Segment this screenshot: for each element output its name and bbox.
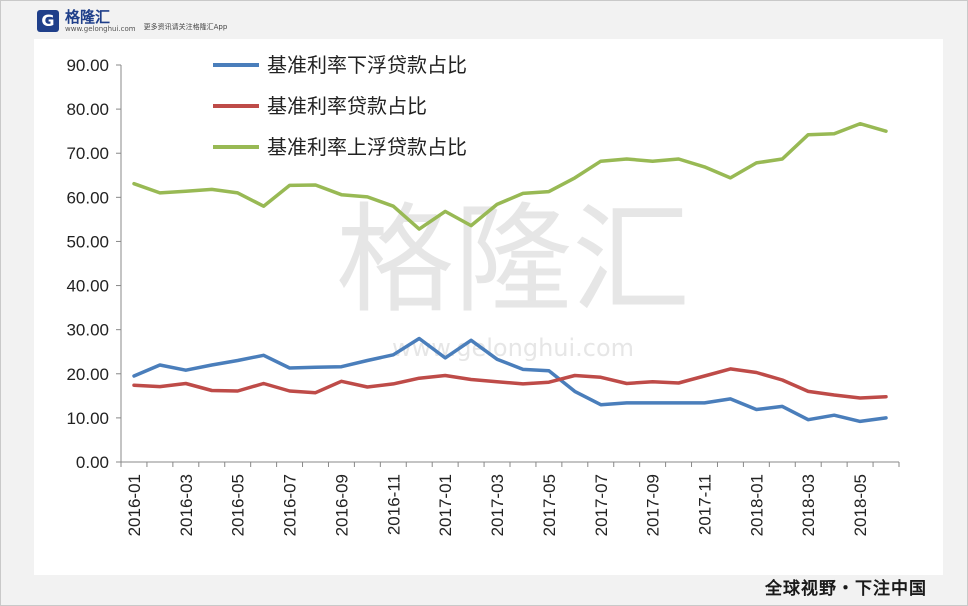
x-tick-label: 2016-03 (177, 474, 196, 536)
x-tick-label: 2016-05 (229, 474, 248, 536)
logo-slogan: 更多资讯请关注格隆汇App (143, 23, 228, 31)
footer-slogan: 全球视野・下注中国 (765, 579, 927, 599)
x-tick-labels: 2016-01 2016-03 2016-05 2016-07 2016-09 2016-… (125, 474, 870, 536)
y-tick-label: 90.00 (66, 56, 109, 75)
x-tick-label: 2018-03 (799, 474, 818, 536)
x-tick-label: 2017-07 (592, 474, 611, 536)
series-lines (132, 121, 888, 424)
y-tick-label: 30.00 (66, 321, 109, 340)
legend-label-2: 基准利率贷款占比 (267, 94, 427, 118)
series-line-1 (132, 336, 888, 424)
brand-logo: G 格隆汇 www.gelonghui.com 更多资讯请关注格隆汇App (37, 7, 227, 35)
y-tick-label: 40.00 (66, 277, 109, 296)
y-tick-label: 70.00 (66, 144, 109, 163)
x-tick-label: 2016-09 (332, 474, 351, 536)
x-tick-label: 2016-11 (384, 474, 403, 535)
y-tick-labels: 0.00 10.00 20.00 30.00 40.00 50.00 60.00 70.00 8… (66, 56, 109, 472)
watermark: 格隆汇 www.gelonghui.com (336, 191, 690, 362)
y-tick-label: 50.00 (66, 232, 109, 251)
x-tick-label: 2017-05 (540, 474, 559, 536)
logo-domain: www.gelonghui.com (65, 25, 136, 33)
x-tick-label: 2017-01 (436, 474, 455, 536)
x-tick-label: 2018-01 (747, 474, 766, 536)
logo-text: 格隆汇 www.gelonghui.com (65, 9, 136, 33)
logo-g-icon: G (37, 10, 59, 32)
watermark-text: 格隆汇 (336, 191, 690, 329)
plot-panel (34, 39, 943, 575)
series-line-3 (132, 121, 888, 231)
y-tick-label: 80.00 (66, 100, 109, 119)
y-tick-label: 60.00 (66, 188, 109, 207)
axes (116, 64, 900, 467)
x-tick-label: 2018-05 (851, 474, 870, 536)
series-line-2 (132, 367, 888, 400)
watermark-url: www.gelonghui.com (392, 334, 634, 362)
legend-label-3: 基准利率上浮贷款占比 (267, 135, 467, 159)
x-tick-label: 2017-09 (644, 474, 663, 536)
y-tick-label: 10.00 (66, 409, 109, 428)
y-tick-label: 20.00 (66, 365, 109, 384)
x-tick-label: 2017-11 (696, 474, 715, 535)
legend-label-1: 基准利率下浮贷款占比 (267, 53, 467, 77)
x-tick-label: 2016-01 (125, 474, 144, 536)
logo-name: 格隆汇 (65, 8, 111, 26)
y-tick-label: 0.00 (76, 453, 109, 472)
x-tick-label: 2016-07 (281, 474, 300, 536)
x-tick-label: 2017-03 (488, 474, 507, 536)
